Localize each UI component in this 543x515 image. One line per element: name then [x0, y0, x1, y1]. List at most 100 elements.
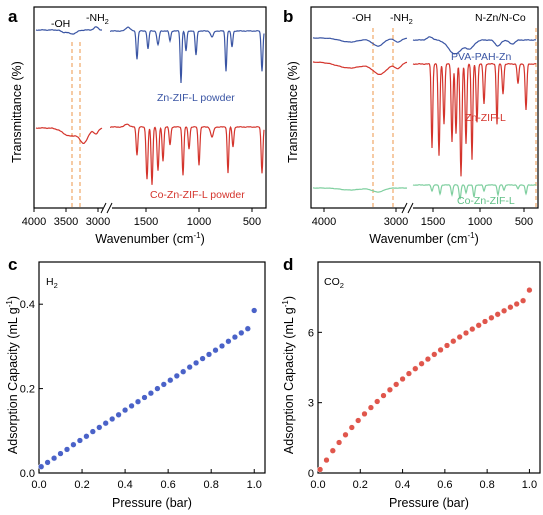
panel-c-data-point [186, 363, 193, 371]
panel-c-data-point [205, 351, 213, 358]
panel-c-data-point [147, 390, 155, 397]
panel-d-y-tick-label: 0 [308, 468, 314, 480]
panel-d-y-tick-label: 6 [308, 327, 314, 339]
panel-c-data-point [96, 424, 103, 431]
panel-b-y-label: Transmittance (%) [286, 61, 300, 163]
panel-d-data-point [355, 417, 362, 424]
panel-a-series-label-zn: Zn-ZIF-L powder [157, 92, 235, 104]
panel-d-x-tick-label: 0.0 [310, 479, 325, 491]
panel-d-data-point [380, 392, 387, 399]
panel-c-data-point [102, 420, 109, 427]
panel-c-x-tick-label: 0.2 [74, 479, 89, 491]
panel-d-x-tick-label: 0.8 [479, 479, 494, 491]
panel-a-nh2-label: -NH2 [86, 12, 109, 26]
panel-d-y-tick-label: 3 [308, 398, 314, 410]
panel-d-data-point [507, 304, 514, 311]
panel-d-data-point [450, 338, 457, 345]
panel-c-x-tick-label: 0.0 [31, 479, 46, 491]
panel-b-zn-zif-l-trace-left [312, 61, 408, 75]
panel-d-data-point [456, 333, 463, 341]
panel-c-data-point [141, 394, 148, 401]
panel-c-data-point [199, 355, 206, 362]
panel-b-axis-break-mark [401, 202, 408, 214]
panel-d-data-point [393, 381, 400, 388]
panel-a-co-zn-zif-l-trace-right [110, 123, 265, 185]
panel-d-data-point [424, 355, 432, 363]
panel-d-y-label: Adsorption Capacity (mL g-1) [281, 296, 296, 454]
panel-b-letter: b [283, 7, 293, 26]
panel-d-data-point [323, 456, 330, 464]
panel-d-x-ticks: 0.0 0.2 0.4 0.6 0.8 1.0 [310, 469, 537, 491]
panel-a-axis-break-mark [100, 202, 107, 214]
panel-c-data-point [218, 342, 226, 350]
panel-b-pva-pah-zn-trace-right [412, 36, 537, 55]
panel-b-nh2-label: -NH2 [390, 12, 413, 26]
panel-d-data-point [481, 318, 489, 325]
panel-b-co-zn-zif-l-trace-right [412, 184, 537, 200]
panel-d-data-point [469, 325, 476, 333]
panel-c-data-point [225, 338, 232, 345]
panel-d-data-point [348, 424, 355, 431]
panel-b-pva-pah-zn-trace-left [312, 37, 407, 47]
panel-b-x-tick-label: 500 [515, 216, 533, 228]
panel-c-y-ticks: 0.0 0.2 0.4 [20, 299, 43, 480]
panel-c-data-point [83, 433, 90, 440]
panel-c-data-point [167, 377, 174, 384]
panel-c-data-point [50, 455, 58, 462]
panel-a-oh-label: -OH [51, 18, 70, 30]
panel-b: b Transmittance (%) -OH -NH2 N-Zn/N-Co P… [283, 6, 539, 246]
panel-d-data-point [519, 297, 527, 304]
panel-c-frame [38, 261, 266, 474]
panel-d-data-point [361, 410, 368, 418]
panel-a-axis-break-mark [106, 202, 113, 214]
panel-c-data-point [154, 385, 161, 392]
panel-a-x-tick-label: 500 [243, 216, 261, 228]
panel-b-frame [310, 6, 539, 209]
panel-b-x-tick-label: 3000 [384, 216, 408, 228]
panel-c-data-point [121, 406, 129, 414]
panel-d-data-point [316, 466, 324, 473]
panel-c-data-point [76, 437, 84, 444]
panel-c-data-point [244, 325, 251, 332]
panel-a-x-tick-label: 3500 [54, 216, 78, 228]
panel-d-data-point [374, 398, 381, 405]
panel-d-data-point [367, 404, 375, 411]
panel-d-data-point [431, 351, 438, 358]
panel-d-data-point [405, 370, 413, 377]
panel-a-x-tick-label: 3000 [86, 216, 110, 228]
panel-b-series-label-co: Co-Zn-ZIF-L [457, 195, 515, 207]
panel-c-x-tick-label: 1.0 [247, 479, 262, 491]
panel-d-data-point [335, 439, 343, 446]
panel-d-data-point [526, 286, 533, 294]
panel-c-data-point [212, 347, 219, 354]
panel-d-data-point [329, 447, 336, 454]
panel-a-zn-zif-l-trace-right [110, 26, 265, 84]
panel-d-gas-label: CO2 [324, 276, 344, 290]
panel-c-x-tick-label: 0.4 [117, 479, 132, 491]
panel-d-x-tick-label: 1.0 [522, 479, 537, 491]
panel-a-x-tick-label: 1500 [134, 216, 158, 228]
panel-d-data-point [437, 346, 444, 354]
panel-a: a Transmittance (%) -OH -NH2 Zn-ZIF-L po… [8, 6, 267, 246]
panel-d-data-point [443, 342, 451, 349]
panel-c-data-point [38, 463, 45, 470]
panel-a-letter: a [8, 7, 18, 26]
panel-d-data-point [399, 375, 406, 383]
panel-d-data-point [462, 329, 470, 337]
panel-d-data-point [475, 322, 482, 329]
panel-c-y-tick-label: 0.0 [20, 468, 35, 480]
panel-d-data-point [418, 360, 425, 367]
panel-b-axis-break-gap [404, 203, 413, 213]
panel-c-y-tick-label: 0.4 [20, 299, 35, 311]
panel-a-x-tick-label: 1000 [187, 216, 211, 228]
panel-a-frame [33, 6, 267, 209]
panel-b-n-metal-label: N-Zn/N-Co [475, 12, 526, 24]
panel-c: c Adsorption Capacity (mL g-1) H2 0.0 0.2… [5, 255, 266, 510]
panel-c-data-point [160, 381, 167, 388]
panel-d-x-label: Pressure (bar) [389, 496, 469, 510]
panel-c-data-point [134, 398, 142, 405]
panel-a-x-tick-label: 4000 [22, 216, 46, 228]
panel-b-zn-zif-l-trace-right [412, 62, 537, 177]
panel-b-x-label: Wavenumber (cm-1) [369, 231, 478, 246]
panel-d-x-tick-label: 0.6 [437, 479, 452, 491]
